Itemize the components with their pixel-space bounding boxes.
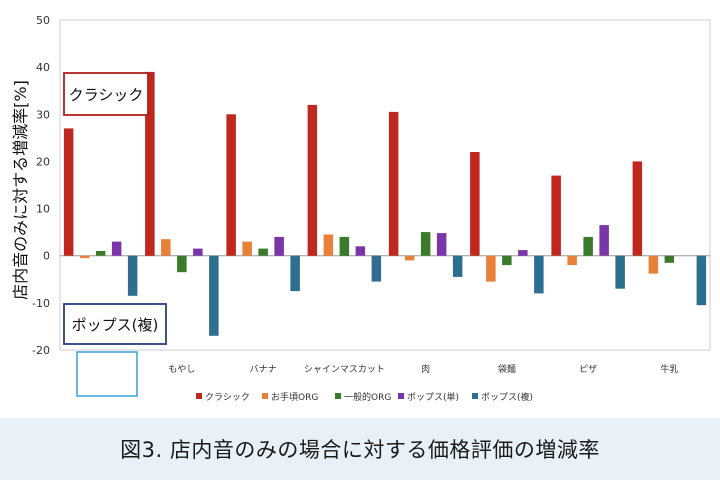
bar <box>551 175 561 256</box>
y-tick-label: -20 <box>32 344 50 357</box>
legend-label: 一般的ORG <box>344 391 391 403</box>
bar <box>404 255 415 261</box>
annotation-pops: ポップス(複) <box>63 303 167 345</box>
bar <box>127 255 138 296</box>
legend-label: ポップス(単) <box>407 391 459 403</box>
bar <box>161 239 171 256</box>
bar <box>371 255 382 282</box>
legend-label: ポップス(複) <box>481 391 533 403</box>
annotation-pops-box <box>63 303 167 345</box>
bar <box>388 111 399 256</box>
legend-swatch <box>472 393 478 399</box>
bar <box>290 255 300 292</box>
bar <box>209 255 219 336</box>
bar <box>632 161 643 256</box>
bar <box>567 255 577 266</box>
bar <box>648 255 659 274</box>
bar <box>664 255 675 263</box>
y-tick-label: -10 <box>32 297 50 310</box>
y-tick-label: 20 <box>36 155 50 168</box>
bar <box>95 251 106 256</box>
legend-swatch <box>398 393 404 399</box>
bar <box>274 236 284 256</box>
y-tick-label: 50 <box>36 14 50 27</box>
y-tick-label: 0 <box>43 250 50 263</box>
bar <box>502 255 512 266</box>
bar <box>145 71 155 256</box>
bar <box>355 246 366 256</box>
bar <box>486 255 496 282</box>
annotation-pops-text: ポップス(複) <box>72 316 159 334</box>
y-axis-label: 店内音のみに対する増減率[%] <box>11 80 30 300</box>
legend-swatch <box>262 393 268 399</box>
bar <box>307 104 318 256</box>
figure-caption: 図3. 店内音のみの場合に対する価格評価の増減率 <box>120 438 600 462</box>
bar <box>226 114 236 256</box>
annotation-classic: クラシック <box>63 72 149 116</box>
bar <box>79 255 90 259</box>
bar <box>615 255 625 289</box>
y-tick-label: 10 <box>36 203 50 216</box>
y-tick-label: 30 <box>36 108 50 121</box>
category-label: 袋麺 <box>498 363 516 375</box>
category-label: バナナ <box>250 364 277 375</box>
bar <box>599 225 609 256</box>
category-label: もやし <box>168 364 195 375</box>
category-label: シャインマスカット <box>304 364 385 375</box>
bar <box>420 232 431 256</box>
annotation-classic-text: クラシック <box>69 86 144 104</box>
y-axis-ticks: -20 -10 0 10 20 30 40 50 <box>32 14 50 357</box>
bar <box>111 241 122 256</box>
bar <box>518 250 528 256</box>
bar <box>242 241 252 256</box>
bar <box>583 236 593 256</box>
y-tick-label: 40 <box>36 61 50 74</box>
bar <box>696 255 707 306</box>
bar <box>452 255 463 277</box>
bar <box>534 255 544 294</box>
category-labels: 平均もやしバナナシャインマスカット肉袋麺ピザ牛乳 <box>84 363 679 385</box>
average-box-frame <box>76 351 138 397</box>
bar <box>339 236 350 256</box>
bar <box>193 248 203 256</box>
bar <box>258 248 268 256</box>
bar <box>470 152 480 256</box>
average-box <box>76 351 138 397</box>
category-label: 牛乳 <box>660 363 678 375</box>
category-label: ピザ <box>579 364 597 375</box>
legend-label: お手頃ORG <box>271 391 318 403</box>
category-label: 肉 <box>421 363 430 375</box>
bar <box>63 128 74 256</box>
plot-frame <box>59 19 711 351</box>
bar <box>177 255 187 273</box>
plot-area <box>59 19 711 351</box>
legend-label: クラシック <box>205 392 250 403</box>
legend-swatch <box>196 393 202 399</box>
legend-swatch <box>335 393 341 399</box>
bar <box>436 233 447 256</box>
annotation-classic-box <box>63 72 149 116</box>
bar <box>323 234 334 256</box>
bar-series <box>63 71 707 336</box>
legend: クラシック お手頃ORG 一般的ORG ポップス(単) ポップス(複) <box>196 391 533 403</box>
